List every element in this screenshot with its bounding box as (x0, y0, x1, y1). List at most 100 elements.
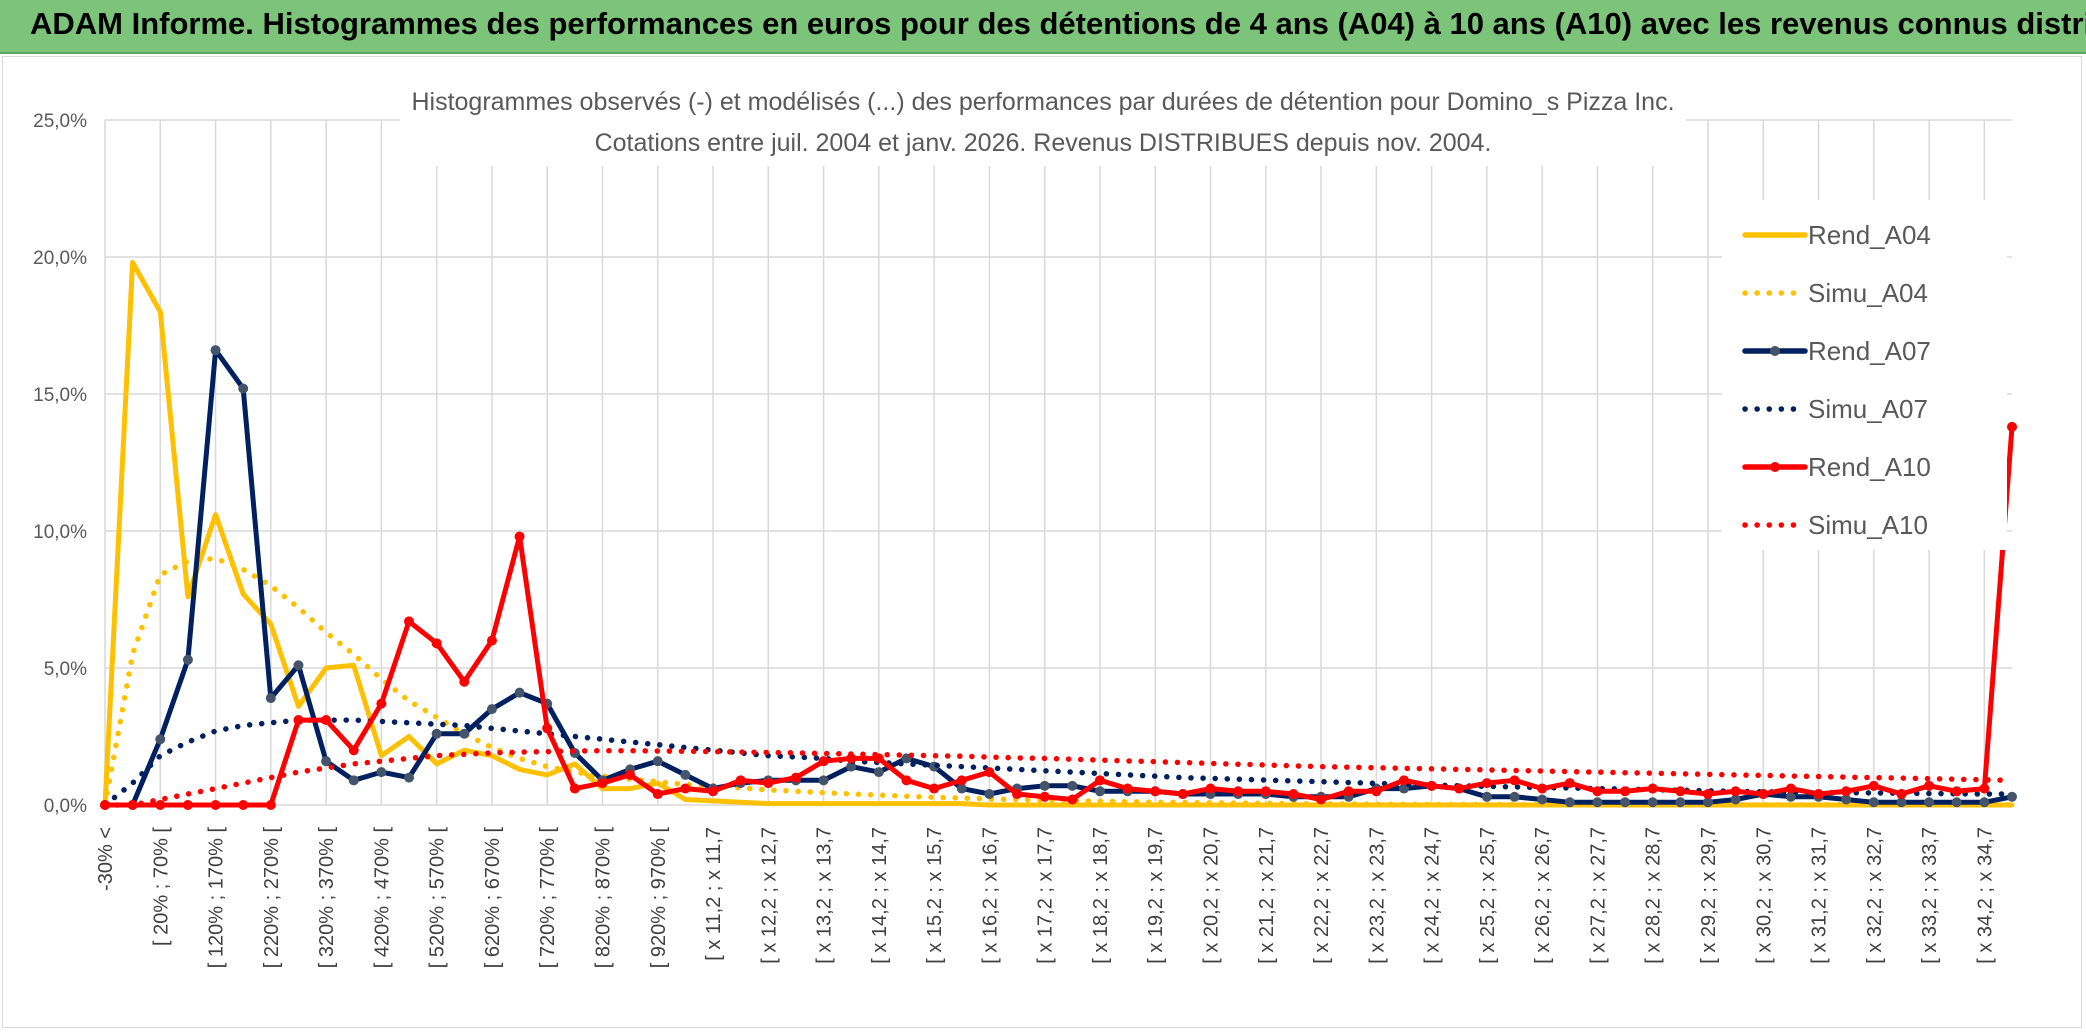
data-point (321, 715, 332, 726)
data-point (514, 687, 525, 698)
data-point (818, 756, 829, 767)
legend-label: Simu_A07 (1808, 394, 1928, 424)
x-tick-label: [ x 23,2 ; x 23,7 (1366, 827, 1388, 964)
data-point (542, 723, 553, 734)
data-point (735, 775, 746, 786)
data-point (790, 772, 801, 783)
x-tick-label: [ x 28,2 ; x 28,7 (1643, 827, 1665, 964)
data-point (210, 800, 221, 810)
data-point (1951, 797, 1962, 808)
data-point (1730, 786, 1741, 797)
data-point (1868, 797, 1879, 808)
data-point (846, 753, 857, 764)
x-tick-label: [ x 16,2 ; x 16,7 (979, 827, 1001, 964)
data-point (1924, 797, 1935, 808)
data-point (956, 775, 967, 786)
x-tick-label: [ 520% ; 570% [ (427, 827, 449, 969)
report-title: ADAM Informe. Histogrammes des performan… (30, 6, 2086, 41)
data-point (376, 767, 387, 778)
data-point (1150, 786, 1161, 797)
legend-label: Rend_A04 (1808, 220, 1931, 250)
data-point (1398, 783, 1409, 794)
data-point (1647, 797, 1658, 808)
data-point (459, 728, 470, 739)
data-point (1288, 789, 1299, 800)
data-point (1426, 780, 1437, 791)
y-tick-label: 20,0% (33, 248, 87, 269)
data-point (1896, 797, 1907, 808)
legend-marker (1770, 346, 1780, 356)
legend-background (1722, 200, 2007, 550)
x-tick-labels: -30% < [ 20% ; 70% [[ 120% ; 170% [[ 220%… (95, 827, 1996, 969)
data-point (1979, 797, 1990, 808)
data-point (1813, 789, 1824, 800)
x-tick-label: [ x 24,2 ; x 24,7 (1422, 827, 1444, 964)
y-tick-label: 15,0% (33, 385, 87, 406)
data-point (569, 783, 580, 794)
data-point (1537, 783, 1548, 794)
data-point (1564, 778, 1575, 789)
data-point (763, 778, 774, 789)
data-point (321, 756, 332, 767)
x-tick-label: [ 720% ; 770% [ (537, 827, 559, 969)
x-tick-label: [ 820% ; 870% [ (592, 827, 614, 969)
data-point (929, 783, 940, 794)
x-tick-label: [ x 11,2 ; x 11,7 (703, 827, 725, 961)
x-tick-label: [ x 33,2 ; x 33,7 (1919, 827, 1941, 964)
legend-label: Simu_A04 (1808, 278, 1928, 308)
x-tick-label: [ x 30,2 ; x 30,7 (1753, 827, 1775, 964)
data-point (1039, 780, 1050, 791)
data-point (1979, 783, 1990, 794)
data-point (1509, 791, 1520, 802)
data-point (1564, 797, 1575, 808)
x-tick-label: [ 920% ; 970% [ (648, 827, 670, 969)
data-point (1702, 797, 1713, 808)
data-point (1481, 791, 1492, 802)
data-point (680, 769, 691, 780)
x-tick-label: [ x 12,2 ; x 12,7 (758, 827, 780, 964)
data-point (1398, 775, 1409, 786)
series-line-simu-a07 (102, 717, 2015, 808)
data-point (1509, 775, 1520, 786)
data-point (182, 800, 193, 810)
data-point (1675, 786, 1686, 797)
series-layer (100, 260, 2017, 810)
chart-frame (2, 56, 2082, 1028)
data-point (652, 756, 663, 767)
data-point (1592, 786, 1603, 797)
x-tick-label: [ x 31,2 ; x 31,7 (1809, 827, 1831, 964)
data-point (431, 638, 442, 649)
data-point (265, 800, 276, 810)
data-point (404, 772, 415, 783)
x-tick-label: [ x 22,2 ; x 22,7 (1311, 827, 1333, 964)
chart-subtitle: Cotations entre juil. 2004 et janv. 2026… (595, 129, 1492, 157)
data-point (1094, 786, 1105, 797)
data-point (1537, 794, 1548, 805)
data-point (1454, 783, 1465, 794)
data-point (293, 660, 304, 671)
x-tick-label: [ x 27,2 ; x 27,7 (1587, 827, 1609, 964)
data-point (1094, 775, 1105, 786)
data-point (818, 775, 829, 786)
data-point (155, 734, 166, 745)
legend: Rend_A04 Simu_A04 Rend_A07 Simu_A07 Rend_A10… (1722, 200, 2007, 550)
x-tick-label: -30% < (95, 827, 117, 891)
x-tick-label: [ x 21,2 ; x 21,7 (1256, 827, 1278, 964)
data-point (1785, 791, 1796, 802)
data-point (1951, 786, 1962, 797)
data-point (486, 704, 497, 715)
data-point (348, 745, 359, 756)
x-tick-label: [ 620% ; 670% [ (482, 827, 504, 969)
chart-title: Histogrammes observés (-) et modélisés (… (411, 88, 1674, 116)
x-tick-label: [ x 25,2 ; x 25,7 (1477, 827, 1499, 964)
data-point (1371, 786, 1382, 797)
data-point (1620, 786, 1631, 797)
data-point (1675, 797, 1686, 808)
x-tick-label: [ 220% ; 270% [ (261, 827, 283, 969)
data-point (1316, 794, 1327, 805)
data-point (1924, 780, 1935, 791)
data-point (210, 345, 221, 356)
data-point (238, 383, 249, 394)
legend-label: Rend_A10 (1808, 452, 1931, 482)
